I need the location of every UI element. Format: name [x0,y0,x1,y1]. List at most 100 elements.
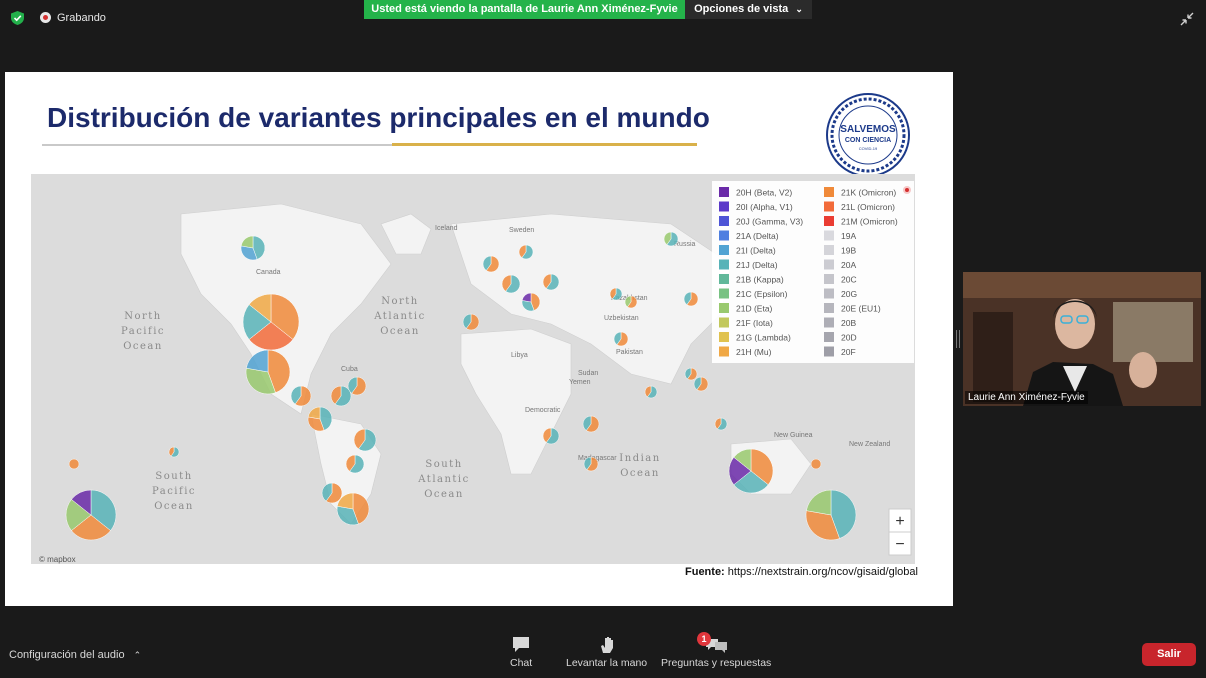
pie-slice[interactable] [267,349,291,393]
pie-slice[interactable] [240,235,254,249]
legend-label[interactable]: 21H (Mu) [736,347,772,357]
legend-swatch[interactable] [824,230,834,241]
legend-label[interactable]: 21L (Omicron) [841,202,895,212]
pie-slice[interactable] [358,428,377,452]
legend-label[interactable]: 20J (Gamma, V3) [736,217,803,227]
pie-slice[interactable] [582,415,592,431]
legend-swatch[interactable] [719,216,729,226]
pie-slice[interactable] [714,417,722,430]
chat-button[interactable]: Chat [510,636,532,669]
pie-slice[interactable] [530,292,541,311]
pie-slice[interactable] [545,427,560,445]
pie-slice[interactable] [290,385,302,405]
legend-label[interactable]: 21M (Omicron) [841,217,898,227]
pie-slice[interactable] [65,499,92,531]
legend-swatch[interactable] [719,346,729,357]
legend-label[interactable]: 21B (Kappa) [736,275,784,285]
legend-label[interactable]: 20D [841,333,857,343]
pie-slice[interactable] [586,456,599,472]
pie-slice[interactable] [307,406,321,420]
legend-swatch[interactable] [719,288,729,299]
pie-slice[interactable] [542,427,552,443]
pie-slice[interactable] [465,313,480,331]
pie-slice[interactable] [612,287,623,301]
pie-slice[interactable] [505,274,521,294]
legend-swatch[interactable] [719,201,729,212]
pie-slice[interactable] [294,385,312,407]
variants-world-map[interactable]: North Pacific Ocean North Atlantic Ocean South… [31,174,915,564]
pie-slice[interactable] [663,231,672,246]
pie-slice[interactable] [353,428,366,450]
pie-slice[interactable] [501,274,512,292]
view-options-button[interactable]: Opciones de vista ⌄ [685,0,812,19]
pie-slice[interactable] [624,295,632,308]
legend-label[interactable]: 20A [841,260,856,270]
pie-slice[interactable] [733,470,769,494]
pie-slice[interactable] [319,406,333,431]
legend-label[interactable]: 20F [841,347,856,357]
pie-slice[interactable] [245,367,276,395]
legend-swatch[interactable] [719,332,729,342]
pie-slice[interactable] [666,231,679,247]
pie-slice[interactable] [613,331,622,346]
pie-slice[interactable] [330,385,342,405]
legend-label[interactable]: 21A (Delta) [736,231,779,241]
pie-slice[interactable] [830,489,857,539]
pie-slice[interactable] [325,482,343,504]
legend-label[interactable]: 21C (Epsilon) [736,289,788,299]
pie-slice[interactable] [644,385,652,398]
pie-slice[interactable] [170,446,180,458]
pie-slice[interactable] [717,417,728,431]
legend-label[interactable]: 20I (Alpha, V1) [736,202,793,212]
legend-swatch[interactable] [824,245,834,255]
audio-settings-button[interactable]: Configuración del audio ⌃ [9,649,141,661]
leave-meeting-button[interactable]: Salir [1142,643,1196,666]
zoom-out-button[interactable]: − [888,531,912,556]
pie-slice[interactable] [351,376,367,396]
legend-swatch[interactable] [824,259,834,270]
pie-slice[interactable] [485,255,500,273]
legend-label[interactable]: 21K (Omicron) [841,188,896,198]
legend-swatch[interactable] [824,317,834,328]
pie-slice[interactable] [518,244,527,259]
pie-slice[interactable] [347,376,358,394]
legend-swatch[interactable] [719,274,729,284]
legend-swatch[interactable] [824,187,834,197]
pie-slice[interactable] [583,456,592,471]
pie-slice[interactable] [336,505,359,526]
pie-slice[interactable] [68,458,80,470]
pie-slice[interactable] [805,510,840,541]
legend-swatch[interactable] [824,332,834,342]
pie-slice[interactable] [521,292,532,303]
legend-swatch[interactable] [824,201,834,212]
pie-slice[interactable] [482,255,492,271]
qa-button[interactable]: Preguntas y respuestas [661,636,771,669]
legend-swatch[interactable] [719,303,729,313]
legend-swatch[interactable] [719,259,729,270]
legend-label[interactable]: 20G [841,289,857,299]
zoom-in-button[interactable]: + [888,508,912,533]
pie-slice[interactable] [345,454,356,472]
pie-slice[interactable] [750,448,774,486]
raise-hand-button[interactable]: Levantar la mano [566,636,647,669]
legend-label[interactable]: 20H (Beta, V2) [736,188,792,198]
pie-slice[interactable] [352,492,370,525]
pie-slice[interactable] [545,273,560,291]
pie-slice[interactable] [733,448,752,472]
pie-slice[interactable] [71,514,111,541]
legend-label[interactable]: 21F (Iota) [736,318,773,328]
pie-slice[interactable] [334,385,352,407]
pie-slice[interactable] [810,458,822,470]
legend-swatch[interactable] [719,230,729,241]
pie-slice[interactable] [248,293,272,323]
legend-swatch[interactable] [824,288,834,299]
exit-fullscreen-icon[interactable] [1180,12,1194,26]
pie-slice[interactable] [307,416,325,432]
pie-slice[interactable] [585,415,600,433]
legend-label[interactable]: 20B [841,318,856,328]
panel-resize-grip[interactable] [956,330,960,348]
legend-label[interactable]: 19A [841,231,856,241]
legend-swatch[interactable] [719,187,729,197]
pie-slice[interactable] [683,291,692,306]
legend-swatch[interactable] [719,245,729,255]
